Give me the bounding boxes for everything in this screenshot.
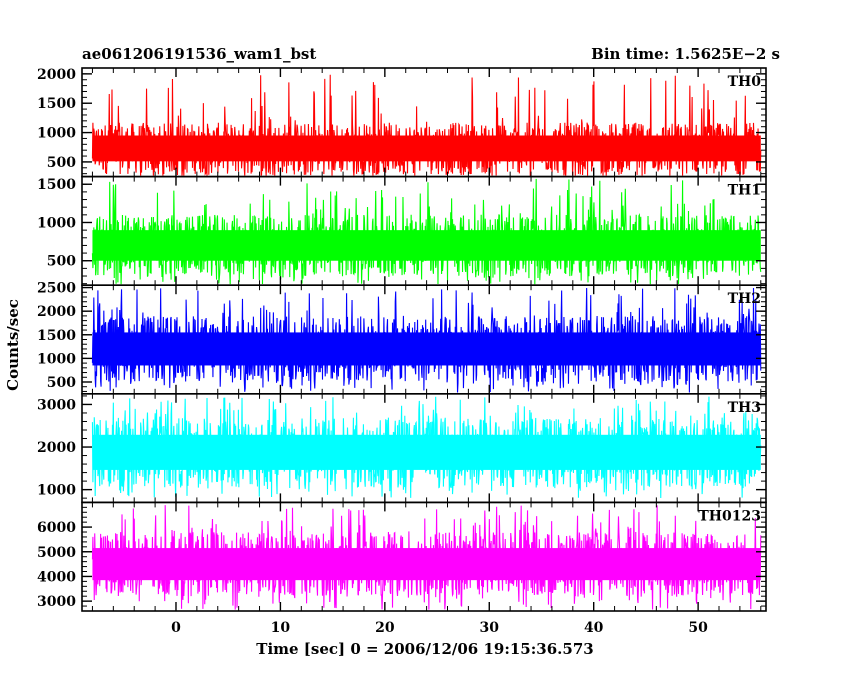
panel-th3: 1000 2000 3000 TH3 xyxy=(37,392,767,504)
series-th0123 xyxy=(91,505,762,610)
y-tick-label: 2000 xyxy=(37,67,76,83)
panel-label-th1: TH1 xyxy=(728,183,761,199)
y-tick-label: 3000 xyxy=(37,397,76,413)
panel-label-th0123: TH0123 xyxy=(698,508,761,524)
x-tick-label: 20 xyxy=(375,620,395,636)
y-tick-label: 5000 xyxy=(37,545,76,561)
y-tick-label: 6000 xyxy=(37,520,76,536)
y-axis-label: Counts/sec xyxy=(4,299,22,391)
series-th3 xyxy=(91,396,762,498)
y-tick-label: 1000 xyxy=(37,126,76,142)
series-th2 xyxy=(91,287,762,393)
y-tick-label: 1500 xyxy=(37,177,76,193)
y-tick-label: 2500 xyxy=(37,281,76,297)
y-tick-label: 1000 xyxy=(37,483,76,499)
y-tick-label: 3000 xyxy=(37,594,76,610)
x-tick-label: 40 xyxy=(584,620,604,636)
series-th1 xyxy=(91,178,762,285)
panel-label-th0: TH0 xyxy=(728,74,762,90)
x-tick-label: 10 xyxy=(271,620,291,636)
bin-time-label: Bin time: 1.5625E−2 s xyxy=(591,45,780,63)
x-axis-label: Time [sec] 0 = 2006/12/06 19:15:36.573 xyxy=(256,640,593,658)
x-tick-label: 30 xyxy=(480,620,500,636)
x-axis: 0 10 20 30 40 50 xyxy=(171,620,708,636)
chart-title: ae061206191536_wam1_bst xyxy=(82,45,316,63)
y-tick-label: 1000 xyxy=(37,215,76,231)
y-tick-label: 2000 xyxy=(37,440,76,456)
y-tick-label: 500 xyxy=(47,155,76,171)
panel-th0: 500 1000 1500 2000 TH0 xyxy=(37,67,767,178)
y-tick-label: 4000 xyxy=(37,569,76,585)
series-th0 xyxy=(91,74,762,177)
x-tick-label: 50 xyxy=(688,620,708,636)
y-tick-label: 2000 xyxy=(37,304,76,320)
panel-th2: 500 1000 1500 2000 2500 TH2 xyxy=(37,281,767,395)
panel-label-th2: TH2 xyxy=(728,291,761,307)
y-tick-label: 1500 xyxy=(37,96,76,112)
y-tick-label: 1500 xyxy=(37,328,76,344)
y-tick-label: 1000 xyxy=(37,351,76,367)
y-tick-label: 500 xyxy=(47,375,76,391)
x-tick-label: 0 xyxy=(171,620,181,636)
y-tick-label: 500 xyxy=(47,254,76,270)
panel-label-th3: TH3 xyxy=(728,400,761,416)
panel-th1: 500 1000 1500 TH1 xyxy=(37,175,767,287)
panel-th0123: 3000 4000 5000 6000 TH0123 xyxy=(37,501,767,612)
